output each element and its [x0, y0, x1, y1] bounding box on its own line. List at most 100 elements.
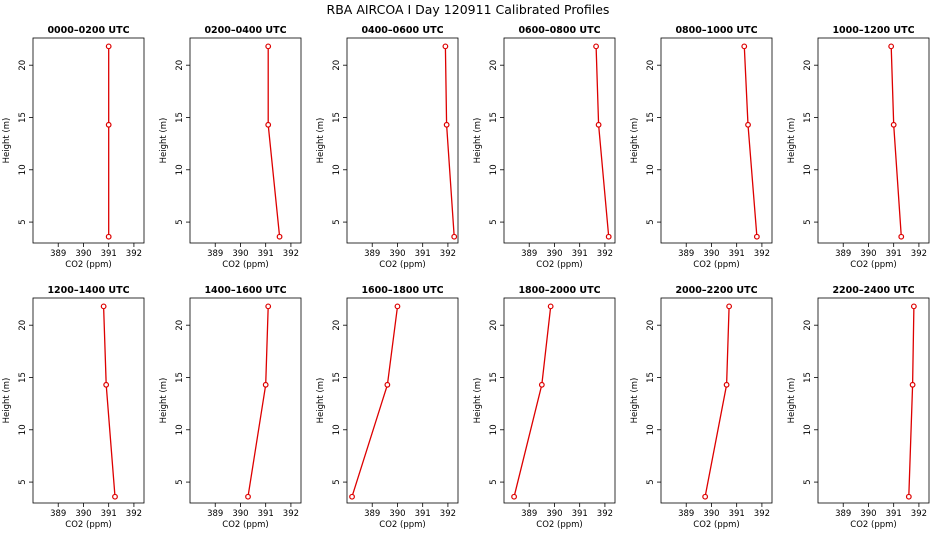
profile-panel: 1200–1400 UTC 389 390 391 392 CO2 (ppm) 5 10 15 2…: [2, 285, 145, 530]
panel-title: 0600–0800 UTC: [518, 25, 600, 36]
y-tick-label: 5: [803, 479, 813, 484]
plot-frame: [817, 37, 930, 244]
x-tick-label: 390: [860, 509, 876, 519]
y-axis-label: Height (m): [2, 378, 12, 424]
y-axis-label: Height (m): [473, 378, 483, 424]
y-tick-label: 10: [646, 164, 656, 175]
profile-point: [349, 493, 355, 500]
profile-line: [704, 306, 730, 497]
profile-line: [444, 46, 455, 237]
x-tick-label: 390: [389, 249, 405, 259]
y-tick-label: 15: [175, 112, 185, 123]
profile-point: [100, 303, 107, 310]
y-tick-label: 5: [489, 219, 499, 224]
profile-point: [898, 233, 905, 240]
panel-title: 1400–1600 UTC: [204, 285, 286, 296]
y-tick-label: 10: [332, 424, 342, 435]
profile-panel: 1800–2000 UTC 389 390 391 392 CO2 (ppm) 5 10 15 2…: [473, 285, 616, 530]
x-axis-label: CO2 (ppm): [65, 260, 111, 270]
y-tick-label: 5: [18, 479, 28, 484]
y-axis-label: Height (m): [159, 378, 169, 424]
x-tick-label: 390: [232, 249, 248, 259]
x-tick-label: 389: [835, 249, 851, 259]
panel-title: 0400–0600 UTC: [361, 25, 443, 36]
y-tick-label: 5: [175, 479, 185, 484]
x-tick-label: 389: [50, 509, 66, 519]
y-tick-label: 15: [646, 372, 656, 383]
x-axis-label: CO2 (ppm): [693, 260, 739, 270]
profile-point: [905, 493, 912, 500]
x-tick-label: 391: [886, 249, 902, 259]
y-axis-label: Height (m): [316, 118, 326, 164]
x-tick-label: 392: [754, 249, 770, 259]
x-tick-label: 392: [754, 509, 770, 519]
x-tick-label: 389: [678, 509, 694, 519]
profile-point: [103, 381, 110, 388]
profile-point: [745, 121, 751, 128]
profile-line: [267, 46, 281, 237]
profile-point: [547, 303, 554, 310]
profile-point: [593, 43, 599, 50]
x-axis-label: CO2 (ppm): [536, 260, 582, 270]
profile-point: [262, 381, 269, 388]
y-tick-label: 10: [175, 424, 185, 435]
plot-frame: [346, 297, 459, 504]
x-tick-label: 390: [546, 249, 562, 259]
x-axis-label: CO2 (ppm): [379, 520, 425, 530]
plot-frame: [189, 37, 302, 244]
x-tick-label: 392: [283, 249, 299, 259]
profile-point: [605, 233, 612, 240]
profile-point: [890, 121, 897, 128]
x-axis-label: CO2 (ppm): [222, 520, 268, 530]
x-tick-label: 389: [364, 249, 380, 259]
plot-frame: [503, 297, 616, 504]
x-tick-label: 391: [572, 249, 588, 259]
x-tick-label: 391: [729, 249, 745, 259]
y-tick-label: 20: [803, 320, 813, 331]
x-tick-label: 391: [886, 509, 902, 519]
y-tick-label: 20: [489, 60, 499, 71]
panel-title: 1200–1400 UTC: [47, 285, 129, 296]
y-tick-label: 5: [489, 479, 499, 484]
x-tick-label: 391: [258, 509, 274, 519]
panel-title: 0200–0400 UTC: [204, 25, 286, 36]
panel-title: 1000–1200 UTC: [832, 25, 914, 36]
x-tick-label: 390: [860, 249, 876, 259]
profile-panel: 2200–2400 UTC 389 390 391 392 CO2 (ppm) 5 10 15 2…: [787, 285, 930, 530]
profile-point: [538, 381, 545, 388]
x-axis-label: CO2 (ppm): [379, 260, 425, 270]
profile-panel: 0600–0800 UTC 389 390 391 392 CO2 (ppm) 5 10 15 2…: [473, 25, 616, 270]
y-tick-label: 5: [803, 219, 813, 224]
x-tick-label: 391: [101, 509, 117, 519]
profile-point: [265, 121, 272, 128]
x-tick-label: 389: [521, 249, 537, 259]
profile-line: [102, 306, 116, 497]
profile-point: [276, 233, 283, 240]
plot-frame: [32, 37, 145, 244]
plot-frame: [32, 297, 145, 504]
page-title: RBA AIRCOA I Day 120911 Calibrated Profi…: [327, 2, 610, 17]
profile-panel: 1400–1600 UTC 389 390 391 392 CO2 (ppm) 5 10 15 2…: [159, 285, 302, 530]
y-tick-label: 5: [646, 219, 656, 224]
profile-point: [910, 303, 917, 310]
x-axis-label: CO2 (ppm): [693, 520, 739, 530]
y-axis-label: Height (m): [2, 118, 12, 164]
y-tick-label: 20: [175, 320, 185, 331]
x-tick-label: 389: [364, 509, 380, 519]
y-tick-label: 20: [803, 60, 813, 71]
profile-panel: 0000–0200 UTC 389 390 391 392 CO2 (ppm) 5 10 15 2…: [2, 25, 145, 270]
panel-title: 1800–2000 UTC: [518, 285, 600, 296]
x-tick-label: 391: [101, 249, 117, 259]
profile-point: [384, 381, 391, 388]
profile-panel: 1600–1800 UTC 389 390 391 392 CO2 (ppm) 5 10 15 2…: [316, 285, 459, 530]
x-tick-label: 389: [521, 509, 537, 519]
x-tick-label: 389: [207, 509, 223, 519]
y-tick-label: 5: [175, 219, 185, 224]
profile-line: [595, 46, 610, 237]
y-tick-label: 5: [646, 479, 656, 484]
y-tick-label: 20: [18, 320, 28, 331]
profile-panel: 0400–0600 UTC 389 390 391 392 CO2 (ppm) 5 10 15 2…: [316, 25, 459, 270]
x-axis-label: CO2 (ppm): [850, 520, 896, 530]
panel-title: 1600–1800 UTC: [361, 285, 443, 296]
